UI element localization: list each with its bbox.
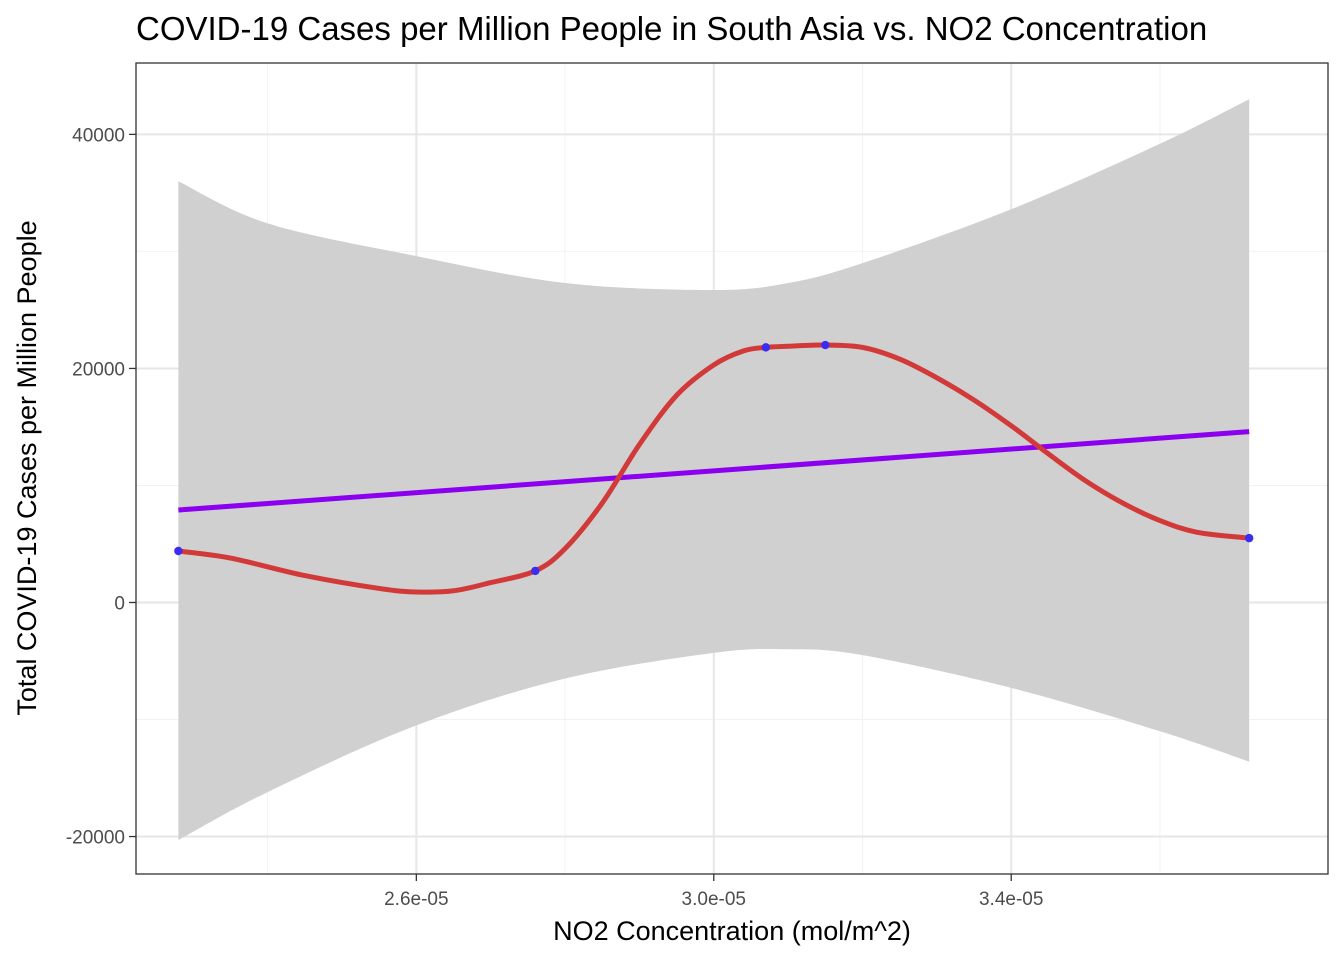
fit-lines-layer [175, 342, 1252, 595]
data-point-4 [1244, 533, 1254, 543]
plot-area [135, 62, 1329, 875]
data-points-layer [174, 340, 1254, 576]
y-tick-label-0: -20000 [66, 828, 125, 849]
x-tick-label-1: 3.0e-05 [682, 889, 746, 910]
chart-title: COVID-19 Cases per Million People in Sou… [136, 10, 1207, 47]
smooth-fit-curve [175, 342, 1252, 595]
data-point-3 [821, 340, 830, 350]
x-axis-title: NO2 Concentration (mol/m^2) [553, 916, 911, 946]
data-point-1 [531, 566, 540, 576]
x-axis: 2.6e-05 3.0e-05 3.4e-05 [384, 874, 1043, 910]
plot-border [135, 62, 1329, 875]
y-axis-title: Total COVID-19 Cases per Million People [12, 220, 42, 715]
data-point-0 [174, 546, 183, 556]
y-tick-label-3: 40000 [72, 125, 125, 146]
linear-fit-line [178, 429, 1250, 513]
data-point-2 [761, 343, 771, 352]
x-tick-label-0: 2.6e-05 [384, 889, 448, 910]
x-tick-label-2: 3.4e-05 [979, 889, 1043, 910]
y-tick-label-1: 0 [114, 593, 125, 614]
y-axis: -20000 0 20000 40000 [66, 125, 136, 849]
y-tick-label-2: 20000 [72, 359, 125, 380]
